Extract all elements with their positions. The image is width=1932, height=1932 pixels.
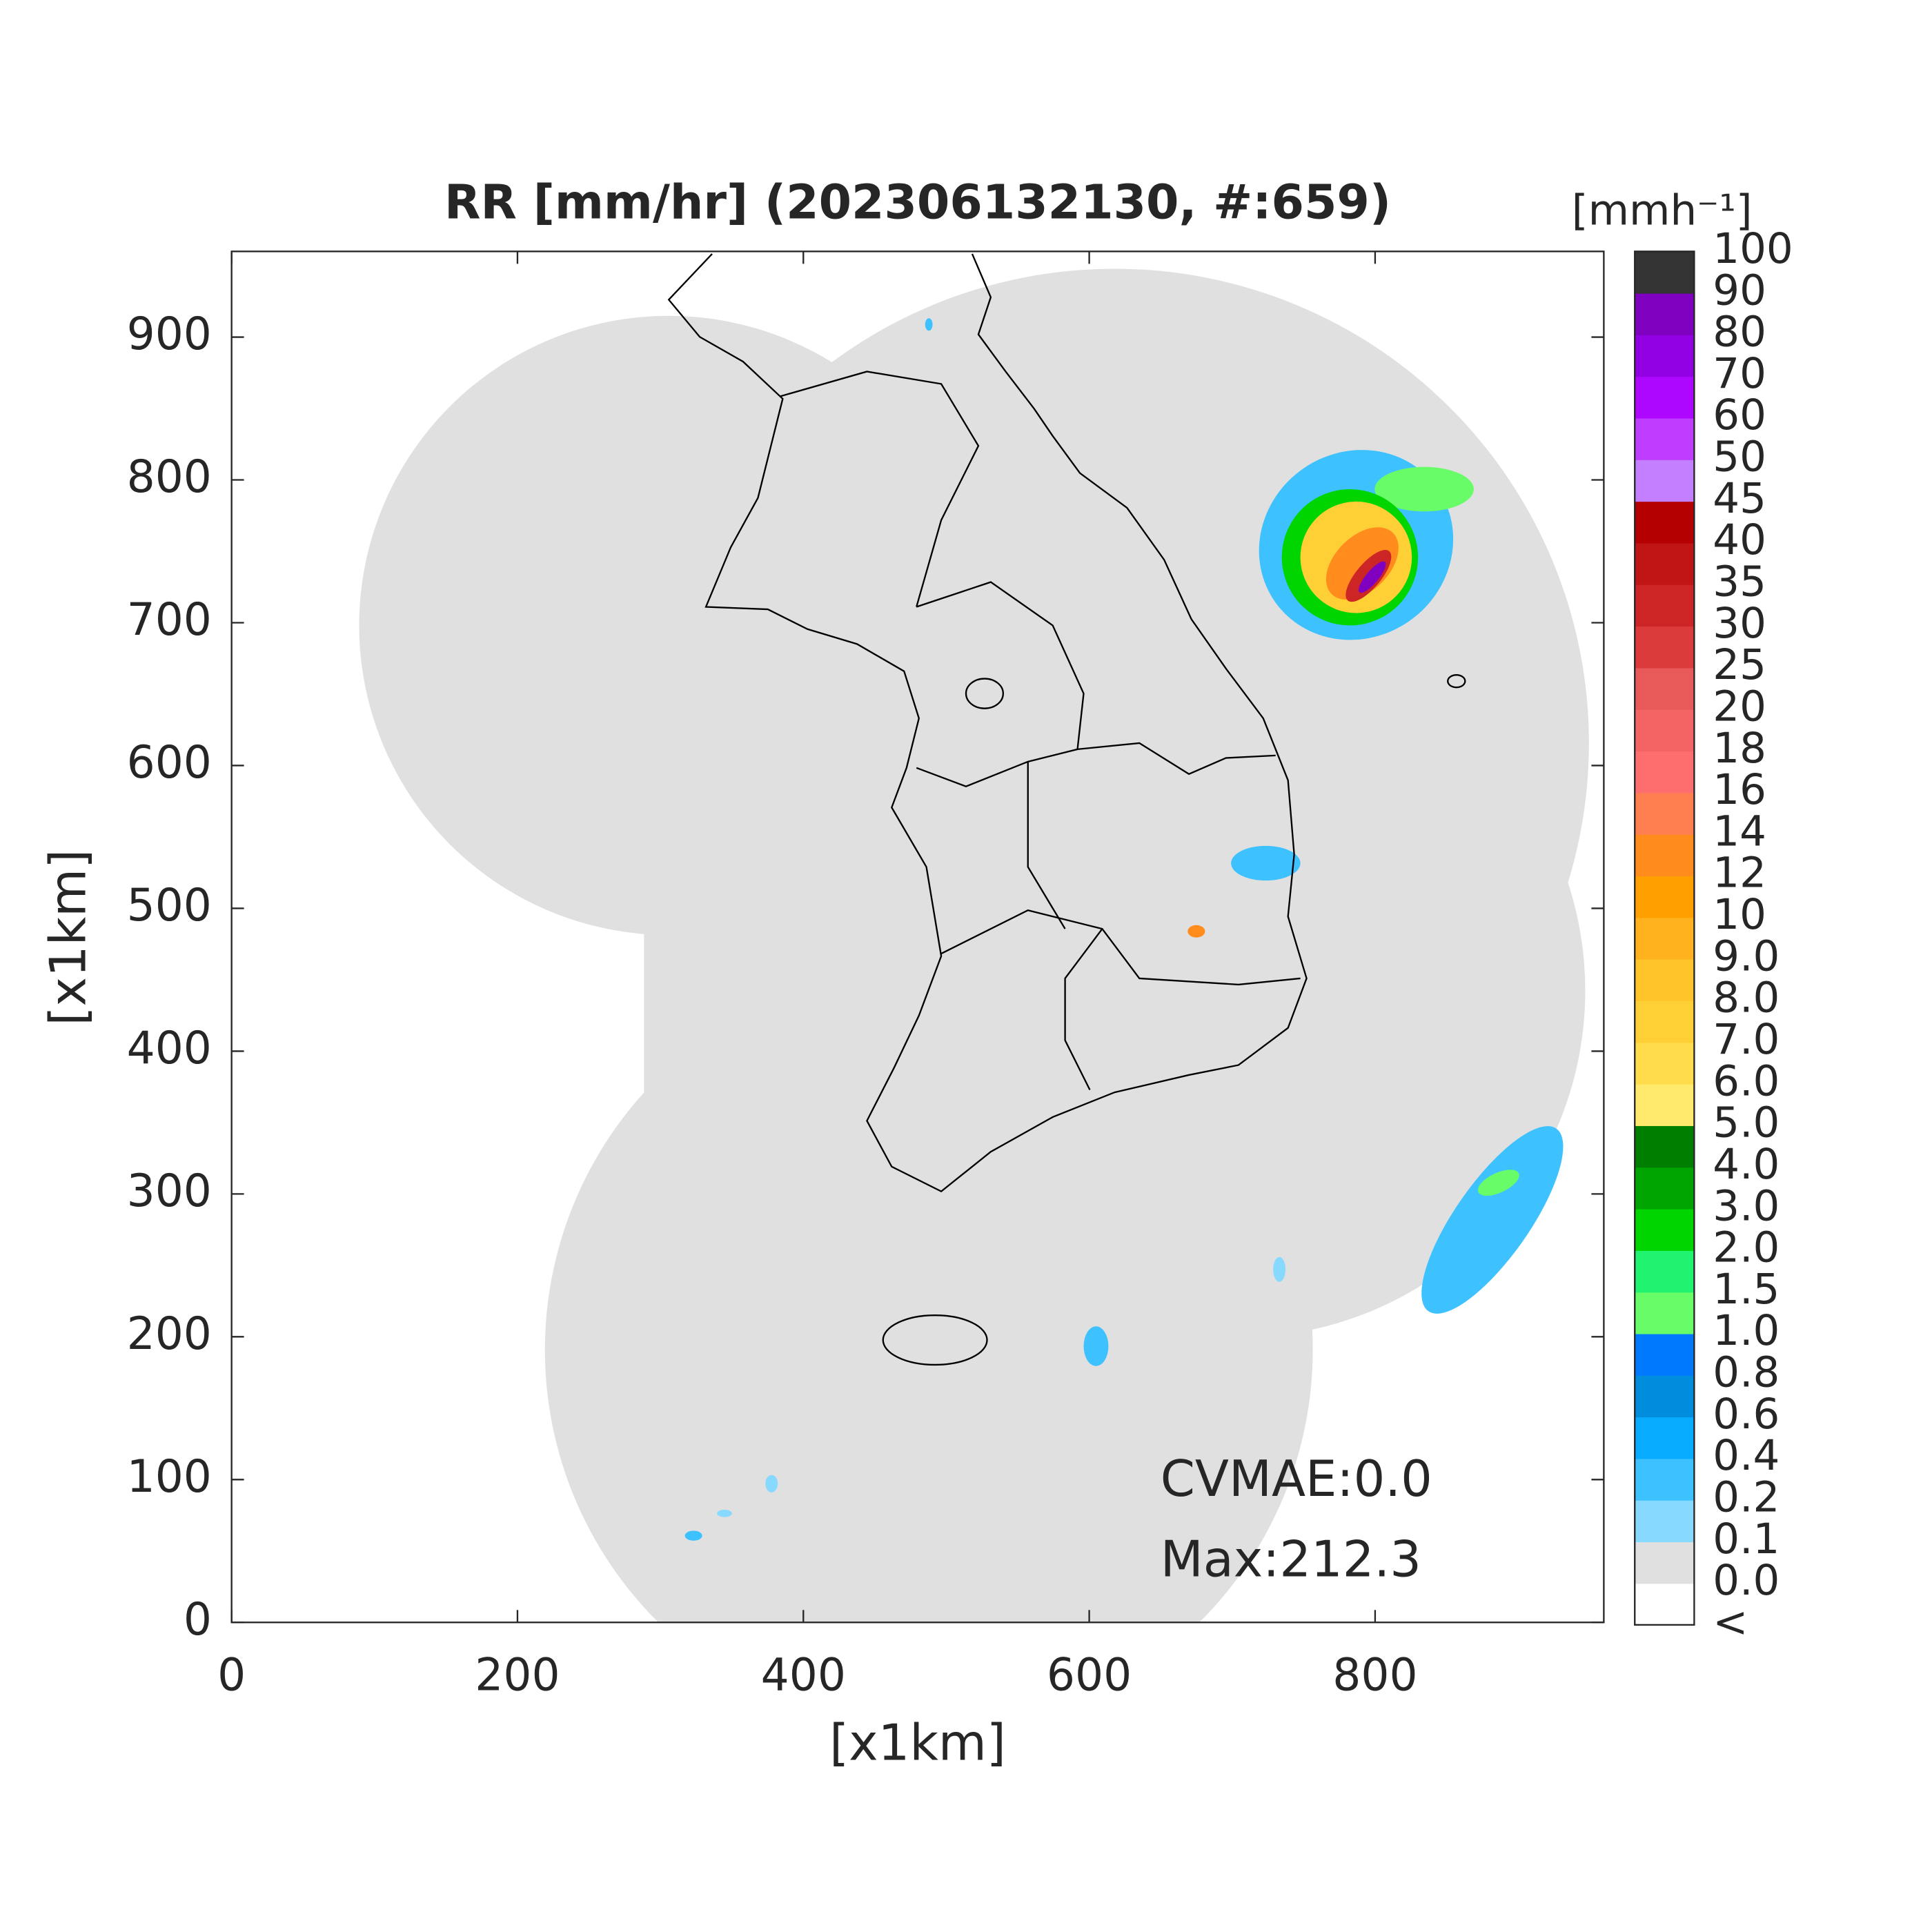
colorbar-segment bbox=[1635, 334, 1695, 377]
colorbar-label: 50 bbox=[1713, 433, 1766, 482]
y-tick-label: 400 bbox=[127, 1023, 212, 1074]
y-tick-label: 600 bbox=[127, 737, 212, 789]
colorbar-segment bbox=[1635, 667, 1695, 710]
colorbar-segment bbox=[1635, 251, 1695, 294]
colorbar-label: 40 bbox=[1713, 515, 1766, 564]
annotation: CVMAE:0.0 bbox=[1161, 1450, 1432, 1508]
colorbar-label: 20 bbox=[1713, 682, 1766, 731]
colorbar-label: 30 bbox=[1713, 599, 1766, 648]
colorbar-label: 35 bbox=[1713, 558, 1766, 607]
y-tick-label: 200 bbox=[127, 1308, 212, 1360]
colorbar-segment bbox=[1635, 1292, 1695, 1334]
colorbar-label: 0.6 bbox=[1713, 1390, 1780, 1439]
colorbar-segment bbox=[1635, 709, 1695, 752]
colorbar-segment bbox=[1635, 834, 1695, 877]
coastline bbox=[667, 253, 1466, 1366]
colorbar-frame bbox=[1634, 250, 1695, 1626]
colorbar-segment bbox=[1635, 1499, 1695, 1543]
colorbar-label: 80 bbox=[1713, 308, 1766, 357]
colorbar-segment bbox=[1635, 293, 1695, 335]
rain-echo bbox=[684, 318, 1564, 1541]
colorbar-segment bbox=[1635, 1167, 1695, 1210]
colorbar-label: 25 bbox=[1713, 640, 1766, 689]
colorbar-label: 0.4 bbox=[1713, 1431, 1780, 1480]
colorbar-segment bbox=[1635, 376, 1695, 419]
colorbar-segment bbox=[1635, 1458, 1695, 1501]
y-tick-label: 700 bbox=[127, 594, 212, 646]
colorbar-unit: [mmh⁻¹] bbox=[1572, 186, 1753, 235]
x-tick-label: 0 bbox=[217, 1650, 246, 1702]
chart-title: RR [mm/hr] (202306132130, #:659) bbox=[444, 175, 1391, 230]
colorbar-segment bbox=[1635, 1417, 1695, 1459]
colorbar-segment bbox=[1635, 958, 1695, 1001]
colorbar-label: 9.0 bbox=[1713, 931, 1780, 980]
y-tick-label: 900 bbox=[127, 308, 212, 360]
x-tick-label: 400 bbox=[761, 1650, 846, 1702]
colorbar-label: 12 bbox=[1713, 849, 1766, 898]
colorbar-label: 0.1 bbox=[1713, 1515, 1780, 1564]
colorbar-label: 10 bbox=[1713, 890, 1766, 939]
colorbar-segment bbox=[1635, 1125, 1695, 1168]
colorbar-label: 1.0 bbox=[1713, 1306, 1780, 1355]
colorbar-label: 14 bbox=[1713, 807, 1766, 856]
colorbar-segment bbox=[1635, 542, 1695, 585]
colorbar-label: 2.0 bbox=[1713, 1223, 1780, 1272]
colorbar-label: 6.0 bbox=[1713, 1056, 1780, 1105]
colorbar-label: 60 bbox=[1713, 391, 1766, 440]
y-tick-label: 300 bbox=[127, 1165, 212, 1217]
colorbar-label: 70 bbox=[1713, 349, 1766, 398]
colorbar-label: 0.8 bbox=[1713, 1348, 1780, 1397]
colorbar-segment bbox=[1635, 792, 1695, 835]
colorbar-segment bbox=[1635, 459, 1695, 502]
colorbar-label: 90 bbox=[1713, 266, 1766, 315]
colorbar-label: 18 bbox=[1713, 724, 1766, 773]
colorbar-segment bbox=[1635, 1333, 1695, 1376]
colorbar-segment bbox=[1635, 917, 1695, 960]
y-tick-label: 100 bbox=[127, 1451, 212, 1503]
annotation: Max:212.3 bbox=[1161, 1530, 1421, 1588]
y-tick-label: 800 bbox=[127, 451, 212, 503]
colorbar-segment bbox=[1635, 1083, 1695, 1126]
colorbar-segment bbox=[1635, 1208, 1695, 1251]
map-layer bbox=[359, 253, 1589, 1623]
colorbar-segment bbox=[1635, 1374, 1695, 1418]
colorbar-label: < bbox=[1713, 1597, 1748, 1646]
colorbar-label: 4.0 bbox=[1713, 1140, 1780, 1189]
colorbar-label: 5.0 bbox=[1713, 1098, 1780, 1147]
colorbar-label: 7.0 bbox=[1713, 1015, 1780, 1064]
plot-frame bbox=[230, 250, 1605, 1624]
colorbar-segment bbox=[1635, 626, 1695, 669]
colorbar-label: 8.0 bbox=[1713, 974, 1780, 1023]
colorbar-label: 0.2 bbox=[1713, 1473, 1780, 1522]
x-tick-label: 200 bbox=[475, 1650, 560, 1702]
colorbar-label: 16 bbox=[1713, 765, 1766, 814]
colorbar-segment bbox=[1635, 417, 1695, 460]
colorbar-segment bbox=[1635, 751, 1695, 793]
y-tick-label: 0 bbox=[184, 1594, 212, 1646]
colorbar-segment bbox=[1635, 876, 1695, 918]
x-tick-label: 600 bbox=[1047, 1650, 1132, 1702]
colorbar-label: 1.5 bbox=[1713, 1265, 1780, 1314]
x-axis-label: [x1km] bbox=[829, 1713, 1006, 1771]
colorbar-segment bbox=[1635, 1541, 1695, 1584]
colorbar-segment bbox=[1635, 1250, 1695, 1293]
y-tick-label: 500 bbox=[127, 880, 212, 931]
x-tick-label: 800 bbox=[1332, 1650, 1417, 1702]
colorbar-segment bbox=[1635, 501, 1695, 544]
colorbar-label: 3.0 bbox=[1713, 1181, 1780, 1230]
colorbar-label: 45 bbox=[1713, 474, 1766, 523]
colorbar-segment bbox=[1635, 584, 1695, 627]
y-axis-label: [x1km] bbox=[39, 849, 97, 1026]
colorbar-label: 0.0 bbox=[1713, 1556, 1780, 1605]
colorbar-segment bbox=[1635, 1042, 1695, 1085]
colorbar-segment bbox=[1635, 1000, 1695, 1043]
colorbar-segment bbox=[1635, 1583, 1695, 1626]
colorbar-label: 100 bbox=[1713, 224, 1793, 273]
